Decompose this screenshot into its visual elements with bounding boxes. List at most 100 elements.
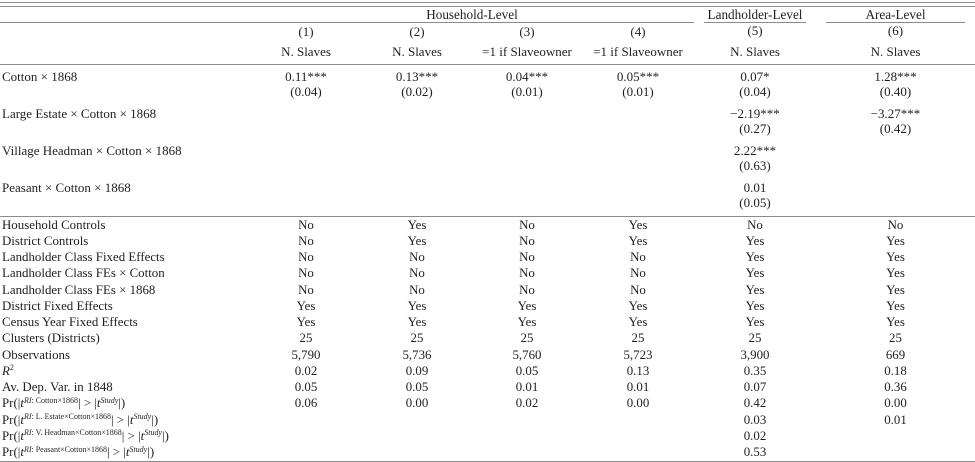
cell-value: 0.09 xyxy=(405,363,429,378)
control-row: Landholder Class Fixed Effects No No No No Ye… xyxy=(0,250,975,266)
cell-value: (0.01) xyxy=(511,84,543,99)
cell-value: Yes xyxy=(745,250,765,265)
cell-value: 5,723 xyxy=(623,347,653,362)
cell-value: No xyxy=(694,216,816,234)
group-landholder-cell: Landholder-Level xyxy=(694,7,816,23)
cell-value: Yes xyxy=(745,315,765,330)
cell-value xyxy=(472,412,582,428)
cell-value: 0.42 xyxy=(743,396,767,411)
control-row: Av. Dep. Var. in 1848 0.05 0.05 0.01 0.01 0.0… xyxy=(0,380,975,396)
cell-value xyxy=(582,105,694,121)
cell-value xyxy=(250,179,362,195)
dep-var-label: N. Slaves xyxy=(362,40,472,65)
cell-value: No xyxy=(519,250,535,265)
cell-value xyxy=(472,179,582,195)
dep-var-label: N. Slaves xyxy=(694,40,816,65)
cell-value xyxy=(472,195,582,217)
cell-value: Yes xyxy=(582,216,694,234)
cell-value: Yes xyxy=(628,233,648,248)
cell-value xyxy=(582,142,694,158)
cell-value: 0.13*** xyxy=(395,69,439,84)
row-label: R2 xyxy=(0,363,250,379)
pr-superscript: RI: Peasant×Cotton×1868 xyxy=(23,444,107,454)
cell-value xyxy=(582,412,694,428)
control-row: Clusters (Districts) 25 25 25 25 25 25 xyxy=(0,331,975,347)
pr-superscript: Study xyxy=(133,412,151,421)
cell-value: No xyxy=(630,250,646,265)
row-label: District Controls xyxy=(2,233,89,248)
cell-value: No xyxy=(630,282,646,297)
pr-close: |) xyxy=(162,428,169,443)
dep-var-label: N. Slaves xyxy=(250,40,362,65)
cell-value: 0.18 xyxy=(884,363,907,378)
cell-value: 25 xyxy=(748,331,762,346)
cell-value: 25 xyxy=(410,331,424,346)
control-row: Observations 5,790 5,736 5,760 5,723 3,900 669 xyxy=(0,347,975,363)
cell-value: −3.27*** xyxy=(870,106,921,121)
cell-value xyxy=(362,105,472,121)
cell-value xyxy=(362,121,472,142)
cell-value: (0.01) xyxy=(622,84,654,99)
row-label: Clusters (Districts) xyxy=(2,331,100,346)
cell-value xyxy=(816,445,975,461)
column-number: (1) xyxy=(298,23,314,39)
cell-value: 0.03 xyxy=(743,412,767,427)
cell-value: Yes xyxy=(407,233,427,248)
cell-value: 0.01 xyxy=(884,412,907,427)
cell-value: 0.36 xyxy=(884,380,907,395)
study-label: Study xyxy=(100,395,119,405)
ri-label: RI xyxy=(23,428,32,438)
cell-value xyxy=(362,179,472,195)
cell-value xyxy=(250,105,362,121)
study-label: Study xyxy=(144,428,163,438)
cell-value xyxy=(362,412,472,428)
control-row: Census Year Fixed Effects Yes Yes Yes Yes Yes… xyxy=(0,315,975,331)
cell-value: 0.01 xyxy=(626,380,650,395)
pr-close: |) xyxy=(147,445,155,460)
cell-value: Yes xyxy=(886,315,905,330)
column-number: (6) xyxy=(887,23,904,39)
cell-value xyxy=(362,142,472,158)
control-row: R2 0.02 0.09 0.05 0.13 0.35 0.18 xyxy=(0,363,975,379)
row-label: Landholder Class FEs × Cotton xyxy=(2,266,165,281)
control-row: Pr(|tRI: V. Headman×Cotton×1868| > |tStu… xyxy=(0,428,975,444)
cell-value xyxy=(250,428,362,444)
cell-value: Yes xyxy=(886,266,905,281)
cell-value: No xyxy=(519,233,535,248)
pr-superscript: RI: Cotton×1868 xyxy=(23,395,79,405)
row-label: Pr(|tRI: L. Estate×Cotton×1868| > |tStud… xyxy=(0,412,250,428)
cell-value: Yes xyxy=(886,250,905,265)
row-label: District Fixed Effects xyxy=(2,298,113,313)
cell-value xyxy=(250,142,362,158)
cell-value: Yes xyxy=(296,298,316,313)
cell-value: −2.19*** xyxy=(730,106,780,121)
cell-value: Yes xyxy=(745,298,765,313)
cell-value xyxy=(250,121,362,142)
dependent-variable-row: N. Slaves N. Slaves =1 if Slaveowner =1 … xyxy=(0,40,975,65)
cell-value: 1.28*** xyxy=(874,69,917,84)
cell-value: 0.53 xyxy=(743,445,767,460)
cell-value: Yes xyxy=(407,315,427,330)
cell-value: 0.07* xyxy=(740,69,770,84)
cell-value xyxy=(582,121,694,142)
pr-superscript: RI: L. Estate×Cotton×1868 xyxy=(23,412,111,422)
pr-close: |) xyxy=(118,396,126,411)
cell-value: 0.05 xyxy=(405,380,429,395)
cell-value: No xyxy=(409,250,425,265)
row-label: Pr(|tRI: Peasant×Cotton×1868| > |tStudy|… xyxy=(0,445,250,461)
control-row: District Fixed Effects Yes Yes Yes Yes Yes Yes xyxy=(0,298,975,314)
cell-value xyxy=(582,179,694,195)
cell-value: Yes xyxy=(886,282,905,297)
cell-value: No xyxy=(409,282,425,297)
spacer-cell xyxy=(0,23,250,41)
cell-value: No xyxy=(409,266,425,281)
std-error-row: (0.05) xyxy=(0,195,975,217)
spacer-cell xyxy=(0,40,250,65)
cell-value: Yes xyxy=(517,298,537,313)
results-table: Household-Level Landholder-Level Area-Le… xyxy=(0,6,975,461)
std-error-row: (0.63) xyxy=(0,158,975,179)
cell-value: No xyxy=(298,282,314,297)
cell-value: 25 xyxy=(520,331,534,346)
row-label xyxy=(0,158,250,179)
dep-var-label: =1 if Slaveowner xyxy=(472,40,582,65)
